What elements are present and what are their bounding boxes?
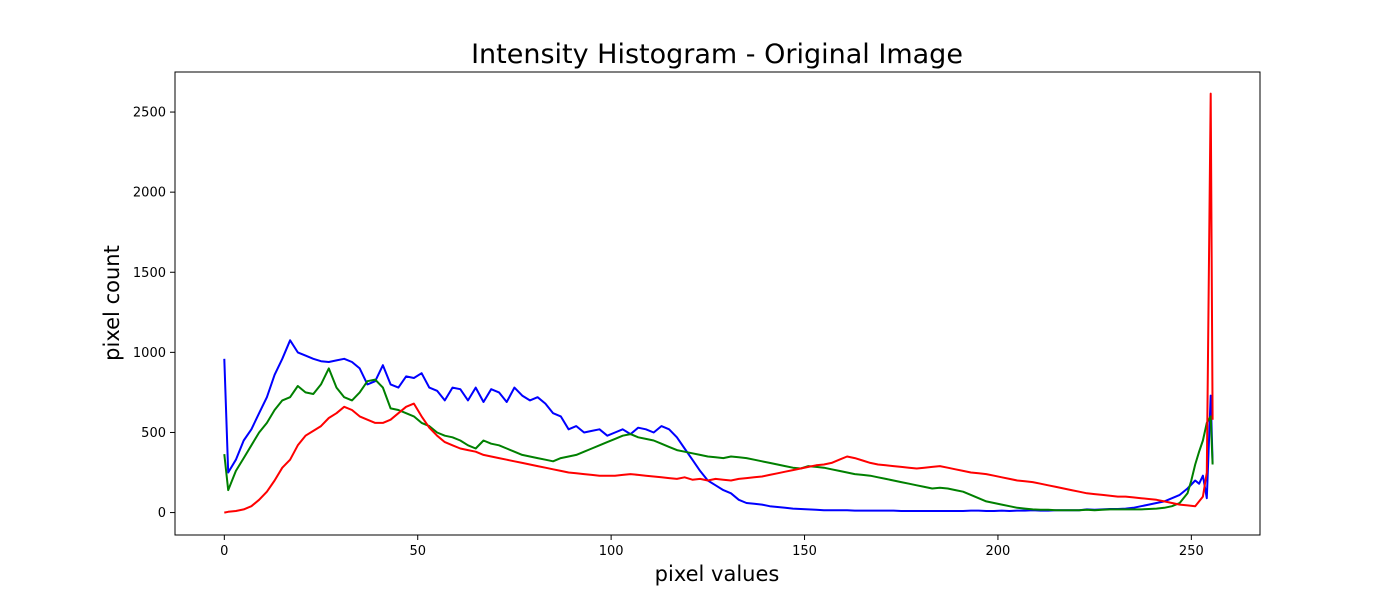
x-tick-label: 150	[792, 544, 817, 559]
x-tick-label: 100	[599, 544, 624, 559]
y-tick-label: 0	[158, 506, 166, 521]
plot-area	[174, 71, 1261, 536]
plot-frame	[174, 71, 1261, 536]
x-axis-label: pixel values	[655, 562, 780, 586]
series-layer	[223, 92, 1214, 514]
y-tick-label: 1500	[133, 266, 166, 281]
y-tick-label: 1000	[133, 346, 166, 361]
y-tick-label: 2500	[133, 106, 166, 121]
series-line-1	[223, 367, 1214, 512]
chart-title: Intensity Histogram - Original Image	[471, 39, 963, 70]
y-tick-label: 500	[141, 426, 166, 441]
x-tick-label: 200	[986, 544, 1011, 559]
x-tick-label: 250	[1179, 544, 1204, 559]
x-tick-label: 50	[409, 544, 426, 559]
y-tick-label: 2000	[133, 186, 166, 201]
y-axis-label: pixel count	[100, 245, 124, 361]
series-line-2	[224, 92, 1214, 514]
x-tick-label: 0	[220, 544, 228, 559]
